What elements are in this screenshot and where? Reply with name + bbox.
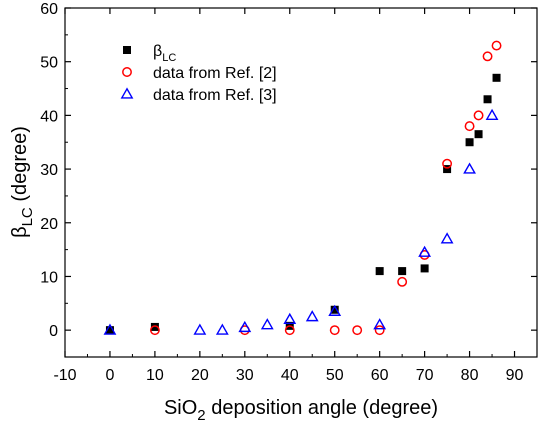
data-point (485, 108, 499, 120)
data-point (473, 110, 484, 121)
data-point (491, 40, 502, 51)
data-point (330, 305, 339, 314)
data-point (329, 325, 340, 336)
series-2 (149, 40, 502, 336)
data-point (442, 158, 453, 169)
data-point (150, 322, 159, 331)
legend-marker (122, 67, 132, 77)
x-tick-label: 80 (461, 367, 479, 384)
y-tick-label: 20 (40, 216, 58, 233)
data-point (284, 325, 295, 336)
y-axis-title-sub: LC (19, 207, 36, 226)
y-tick-label: 10 (40, 269, 58, 286)
legend-label-main: data from Ref. [3] (153, 87, 277, 104)
data-point (328, 304, 342, 316)
data-point (103, 323, 117, 335)
data-point (482, 51, 493, 62)
data-point (305, 310, 319, 322)
data-point (465, 138, 474, 147)
x-tick-label: 0 (105, 367, 114, 384)
x-tick-label: 30 (236, 367, 254, 384)
data-point (420, 264, 429, 273)
data-point (352, 325, 363, 336)
y-axis-title-rest: (degree) (9, 126, 31, 207)
data-point (193, 323, 207, 335)
data-point (464, 121, 475, 132)
axis-ticks: -10 0 10 20 30 40 50 60 70 80 90 0 10 20 30 40 50 60 (40, 1, 537, 384)
x-tick-label: -10 (53, 367, 76, 384)
x-tick-label: 90 (506, 367, 524, 384)
data-point (440, 232, 454, 244)
x-axis-title-sub: 2 (197, 407, 205, 423)
series-layer (103, 40, 502, 336)
y-tick-label: 30 (40, 162, 58, 179)
data-point (105, 326, 114, 335)
data-point (483, 95, 492, 104)
data-point (374, 325, 385, 336)
x-tick-label: 40 (281, 367, 299, 384)
legend-item-2: data from Ref. [2] (122, 65, 277, 82)
x-axis-title: SiO2 deposition angle (degree) (164, 397, 438, 423)
legend-label: βLC (153, 43, 176, 64)
data-point (418, 245, 432, 257)
legend-label-main: data from Ref. [2] (153, 65, 277, 82)
legend-label-main: β (153, 43, 162, 60)
data-point (375, 267, 384, 276)
series-1 (105, 73, 501, 335)
legend-label-sub: LC (162, 52, 176, 64)
x-axis-title-rest: deposition angle (degree) (206, 397, 438, 419)
plot-frame (64, 7, 538, 358)
data-point (398, 267, 407, 276)
data-point (260, 318, 274, 330)
y-axis-title: βLC (degree) (9, 126, 36, 238)
y-tick-label: 0 (49, 323, 58, 340)
series-3 (103, 108, 499, 335)
data-point (492, 73, 501, 82)
data-point (474, 130, 483, 139)
data-point (443, 165, 452, 174)
data-point (149, 325, 160, 336)
legend-marker (123, 46, 131, 54)
x-tick-label: 10 (146, 367, 164, 384)
x-tick-label: 50 (326, 367, 344, 384)
legend-item-1: βLC (123, 43, 176, 64)
legend-item-3: data from Ref. [3] (120, 87, 277, 104)
data-point (238, 320, 252, 333)
y-tick-label: 40 (40, 108, 58, 125)
data-point (215, 323, 229, 335)
data-point (463, 162, 476, 174)
data-point (373, 318, 387, 330)
legend-label: data from Ref. [2] (153, 65, 277, 82)
x-axis-title-main: SiO (164, 397, 197, 419)
legend-label: data from Ref. [3] (153, 87, 277, 104)
data-point (397, 276, 408, 287)
y-axis-title-main: β (9, 226, 31, 238)
y-tick-label: 60 (40, 1, 58, 18)
x-tick-label: 60 (371, 367, 389, 384)
x-tick-label: 70 (416, 367, 434, 384)
data-point (283, 312, 297, 325)
x-tick-label: 20 (191, 367, 209, 384)
y-tick-label: 50 (40, 55, 58, 72)
legend-marker (120, 87, 134, 99)
